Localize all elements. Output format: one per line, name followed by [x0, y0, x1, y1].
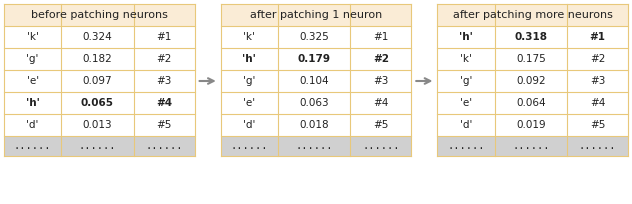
- Text: #3: #3: [373, 76, 389, 86]
- Bar: [437, 136, 628, 156]
- Text: #4: #4: [373, 98, 389, 108]
- Bar: [221, 70, 411, 92]
- Text: ......: ......: [231, 141, 268, 151]
- Text: #1: #1: [590, 32, 605, 42]
- Bar: [221, 4, 411, 26]
- Text: 'k': 'k': [27, 32, 39, 42]
- Text: 'h': 'h': [459, 32, 473, 42]
- Text: 0.324: 0.324: [83, 32, 112, 42]
- Text: before patching neurons: before patching neurons: [31, 10, 167, 20]
- Bar: [4, 136, 195, 156]
- Text: 0.063: 0.063: [300, 98, 329, 108]
- Bar: [221, 92, 411, 114]
- Text: 0.182: 0.182: [83, 54, 112, 64]
- Text: #4: #4: [156, 98, 173, 108]
- Text: #1: #1: [157, 32, 172, 42]
- Text: 'g': 'g': [459, 76, 472, 86]
- Text: #5: #5: [157, 120, 172, 130]
- Text: after patching 1 neuron: after patching 1 neuron: [250, 10, 382, 20]
- Text: #2: #2: [157, 54, 172, 64]
- Text: 0.018: 0.018: [300, 120, 329, 130]
- Bar: [4, 70, 195, 92]
- Bar: [221, 136, 411, 156]
- Text: 'd': 'd': [459, 120, 472, 130]
- Text: 'e': 'e': [460, 98, 472, 108]
- Text: 'g': 'g': [243, 76, 255, 86]
- Text: 'e': 'e': [243, 98, 255, 108]
- Bar: [4, 114, 195, 136]
- Text: ......: ......: [145, 141, 183, 151]
- Text: after patching more neurons: after patching more neurons: [453, 10, 612, 20]
- Text: 0.065: 0.065: [81, 98, 114, 108]
- Text: 0.097: 0.097: [83, 76, 112, 86]
- Text: #1: #1: [373, 32, 389, 42]
- Bar: [437, 92, 628, 114]
- Text: ......: ......: [295, 141, 333, 151]
- Text: ......: ......: [14, 141, 51, 151]
- Bar: [4, 92, 195, 114]
- Text: #2: #2: [590, 54, 605, 64]
- Text: 'd': 'd': [243, 120, 255, 130]
- Text: 'k': 'k': [243, 32, 255, 42]
- Text: ......: ......: [447, 141, 485, 151]
- Bar: [437, 4, 628, 26]
- Text: 0.104: 0.104: [300, 76, 329, 86]
- Text: 0.092: 0.092: [516, 76, 545, 86]
- Bar: [221, 114, 411, 136]
- Bar: [437, 48, 628, 70]
- Text: ......: ......: [579, 141, 616, 151]
- Bar: [221, 48, 411, 70]
- Text: 'k': 'k': [460, 54, 472, 64]
- Text: #5: #5: [373, 120, 389, 130]
- Text: #3: #3: [590, 76, 605, 86]
- Text: 'd': 'd': [27, 120, 39, 130]
- Bar: [437, 26, 628, 48]
- Bar: [4, 4, 195, 26]
- Text: #3: #3: [157, 76, 172, 86]
- Bar: [437, 114, 628, 136]
- Bar: [221, 26, 411, 48]
- Text: 0.325: 0.325: [299, 32, 329, 42]
- Bar: [4, 26, 195, 48]
- Text: #5: #5: [590, 120, 605, 130]
- Text: 'h': 'h': [242, 54, 256, 64]
- Text: #4: #4: [590, 98, 605, 108]
- Bar: [437, 70, 628, 92]
- Bar: [4, 48, 195, 70]
- Text: 0.179: 0.179: [298, 54, 331, 64]
- Text: 'e': 'e': [27, 76, 39, 86]
- Text: 'g': 'g': [27, 54, 39, 64]
- Text: ......: ......: [362, 141, 399, 151]
- Text: 'h': 'h': [26, 98, 40, 108]
- Text: #2: #2: [373, 54, 389, 64]
- Text: 0.019: 0.019: [516, 120, 545, 130]
- Text: 0.318: 0.318: [514, 32, 547, 42]
- Text: 0.175: 0.175: [516, 54, 545, 64]
- Text: ......: ......: [78, 141, 116, 151]
- Text: 0.064: 0.064: [516, 98, 545, 108]
- Text: 0.013: 0.013: [83, 120, 112, 130]
- Text: ......: ......: [512, 141, 549, 151]
